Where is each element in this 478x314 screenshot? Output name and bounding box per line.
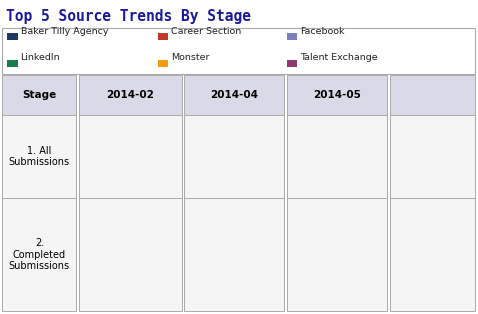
Text: Baker Tilly Agency: Baker Tilly Agency [21,27,108,36]
Text: 2.
Completed
Submissions: 2. Completed Submissions [9,238,70,271]
Text: Facebook: Facebook [300,27,345,36]
Wedge shape [234,126,265,187]
Text: 2014-02: 2014-02 [106,90,154,100]
Wedge shape [199,219,239,290]
Text: LinkedIn: LinkedIn [21,53,60,62]
Text: Monster: Monster [171,53,210,62]
Text: Stage: Stage [22,90,56,100]
Text: Talent Exchange: Talent Exchange [300,53,378,62]
Wedge shape [432,136,462,158]
Text: Career Section: Career Section [171,27,241,36]
Wedge shape [412,156,459,186]
Wedge shape [302,219,372,290]
Wedge shape [432,225,441,255]
Text: 2014-05: 2014-05 [313,90,361,100]
Wedge shape [234,219,270,290]
Wedge shape [130,218,165,255]
Wedge shape [306,126,368,187]
Wedge shape [432,156,461,169]
Wedge shape [402,127,432,178]
Wedge shape [432,227,459,255]
Wedge shape [100,126,161,187]
Text: Top 5 Source Trends By Stage: Top 5 Source Trends By Stage [6,9,251,24]
Wedge shape [416,255,445,284]
Wedge shape [402,225,432,279]
Wedge shape [309,126,337,156]
Text: 2014-04: 2014-04 [210,90,258,100]
Wedge shape [94,218,167,291]
Wedge shape [305,219,337,255]
Wedge shape [432,128,454,156]
Wedge shape [130,126,159,156]
Wedge shape [432,255,455,281]
Text: 1. All
Submissions: 1. All Submissions [9,146,70,167]
Wedge shape [204,126,238,187]
Wedge shape [432,127,441,156]
Wedge shape [432,242,462,273]
